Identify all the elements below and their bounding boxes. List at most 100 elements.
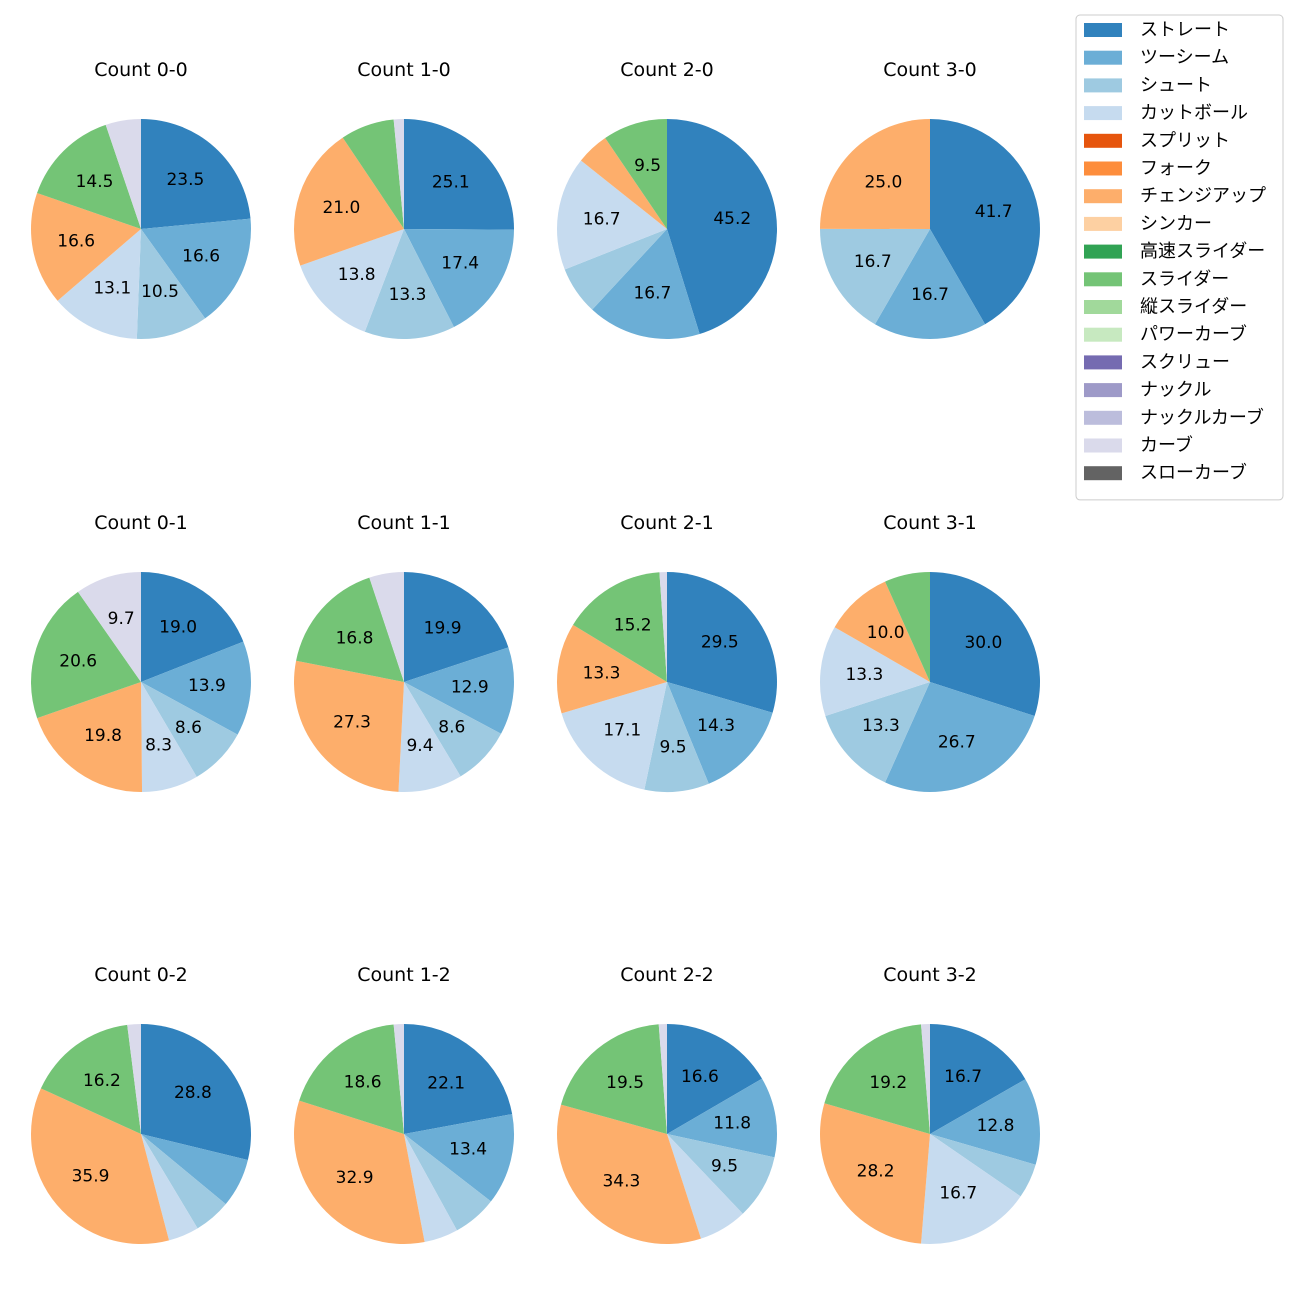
slice-label: 9.5 (634, 156, 661, 176)
slice-label: 16.7 (854, 252, 892, 272)
legend-swatch (1084, 216, 1122, 231)
pie-slice (667, 572, 777, 713)
pie-count-1-2: Count 1-2 22.1 13.4 32.9 18.6 (293, 964, 515, 1244)
slice-label: 16.8 (336, 628, 374, 648)
slice-label: 8.3 (145, 736, 172, 756)
legend-label: スライダー (1140, 269, 1229, 290)
pie-slice (921, 1024, 930, 1134)
legend-label: カットボール (1140, 103, 1248, 124)
pie-slice (404, 1134, 457, 1243)
pie-slice (592, 229, 700, 340)
legend-item: スローカーブ (1084, 462, 1247, 484)
legend-item: シンカー (1084, 213, 1212, 234)
pie-slice (834, 581, 930, 682)
slice-label: 21.0 (322, 198, 360, 218)
pie-slice (77, 572, 141, 682)
pie-slice (825, 682, 930, 783)
legend-swatch (1084, 300, 1122, 314)
pie-slice (141, 1134, 198, 1241)
legend-swatch (1084, 272, 1122, 287)
pie-title: Count 1-0 (357, 59, 451, 81)
pie-title: Count 0-2 (94, 964, 188, 986)
pie-slice (667, 1134, 743, 1239)
pie-slice (930, 1079, 1040, 1165)
legend-item: パワーカーブ (1084, 323, 1247, 345)
pie-slice (404, 1114, 515, 1202)
legend-label: スプリット (1140, 130, 1230, 151)
slice-label: 19.8 (84, 726, 122, 746)
pie-title: Count 2-2 (620, 964, 714, 986)
pie-slice (127, 1024, 141, 1134)
pie-slice (874, 229, 986, 339)
slice-label: 41.7 (975, 202, 1013, 222)
legend-item: 縦スライダー (1084, 297, 1247, 318)
pie-slice (141, 1134, 226, 1229)
pie-slice (30, 193, 141, 301)
pie-count-0-0: Count 0-023.516.610.513.116.614.5 (30, 59, 251, 339)
pie-slice (369, 572, 404, 682)
pie-slice (667, 682, 773, 784)
pie-slice (556, 1104, 701, 1245)
pie-slice (136, 229, 206, 339)
pie-slice (573, 572, 667, 682)
slice-label: 25.1 (432, 173, 470, 193)
slice-label: 16.6 (681, 1067, 719, 1087)
pie-count-0-1: Count 0-1 19.0 13.9 8.68.3 19.8 20.6 9.7 (30, 512, 251, 793)
legend-item: カーブ (1084, 434, 1193, 456)
pie-slice (556, 624, 667, 714)
pie-title: Count 2-0 (620, 59, 714, 81)
slice-label: 19.2 (869, 1073, 907, 1093)
legend-label: ナックル (1140, 380, 1211, 401)
slice-label: 16.6 (182, 246, 220, 266)
legend-label: フォーク (1140, 158, 1212, 179)
slice-label: 14.5 (76, 172, 114, 192)
pie-title: Count 3-0 (883, 59, 977, 81)
slice-label: 13.4 (449, 1140, 487, 1160)
legend-swatch (1084, 133, 1122, 148)
pie-slice (141, 218, 251, 319)
pie-slice (930, 572, 1041, 716)
pie-count-3-2: Count 3-2 16.7 12.8 16.7 28.2 19.2 (820, 964, 1040, 1244)
pie-slice (667, 1024, 763, 1134)
pie-slice (658, 1024, 667, 1134)
pie-count-0-2: Count 0-2 28.8 35.9 16.2 (31, 964, 251, 1244)
pie-slice (930, 119, 1040, 325)
legend-label: カーブ (1140, 434, 1193, 456)
slice-label: 34.3 (602, 1172, 640, 1192)
slice-label: 13.3 (389, 285, 427, 305)
pie-slice (819, 627, 930, 716)
slice-label: 8.6 (438, 718, 465, 738)
pie-slice (364, 229, 454, 340)
pie-slice (141, 119, 251, 229)
legend-item: シュート (1084, 75, 1212, 96)
pie-slice (342, 119, 404, 229)
slice-label: 35.9 (72, 1167, 110, 1187)
legend-label: ストレート (1140, 20, 1230, 41)
legend-swatch (1084, 50, 1122, 65)
pie-slice (667, 119, 778, 335)
slice-label: 26.7 (938, 732, 976, 752)
pie-slice (930, 1024, 1026, 1134)
legend-item: フォーク (1084, 158, 1212, 179)
pie-slice (393, 1024, 404, 1134)
legend-label: 縦スライダー (1140, 297, 1247, 318)
legend-label: ナックルカーブ (1140, 406, 1264, 428)
pie-count-1-1: Count 1-1 19.9 12.9 8.69.4 27.3 16.8 (294, 512, 514, 792)
slice-label: 23.5 (166, 170, 204, 190)
slice-label: 9.5 (659, 738, 686, 758)
pie-title: Count 1-1 (357, 512, 451, 534)
pie-slice (293, 1100, 425, 1244)
slice-label: 10.0 (867, 623, 905, 643)
pie-title: Count 3-2 (883, 964, 977, 986)
pie-title: Count 0-1 (94, 512, 188, 534)
slice-label: 28.8 (174, 1083, 212, 1103)
legend-item: チェンジアップ (1084, 186, 1266, 207)
pie-count-1-0: Count 1-0 25.1 17.4 13.3 13.8 21.0 (293, 59, 515, 340)
slice-label: 13.8 (338, 265, 376, 285)
slice-label: 14.3 (697, 716, 735, 736)
legend-item: ツーシーム (1084, 47, 1229, 68)
legend-swatch (1084, 78, 1122, 93)
legend-item: 高速スライダー (1084, 241, 1265, 262)
pie-slice (404, 572, 509, 682)
